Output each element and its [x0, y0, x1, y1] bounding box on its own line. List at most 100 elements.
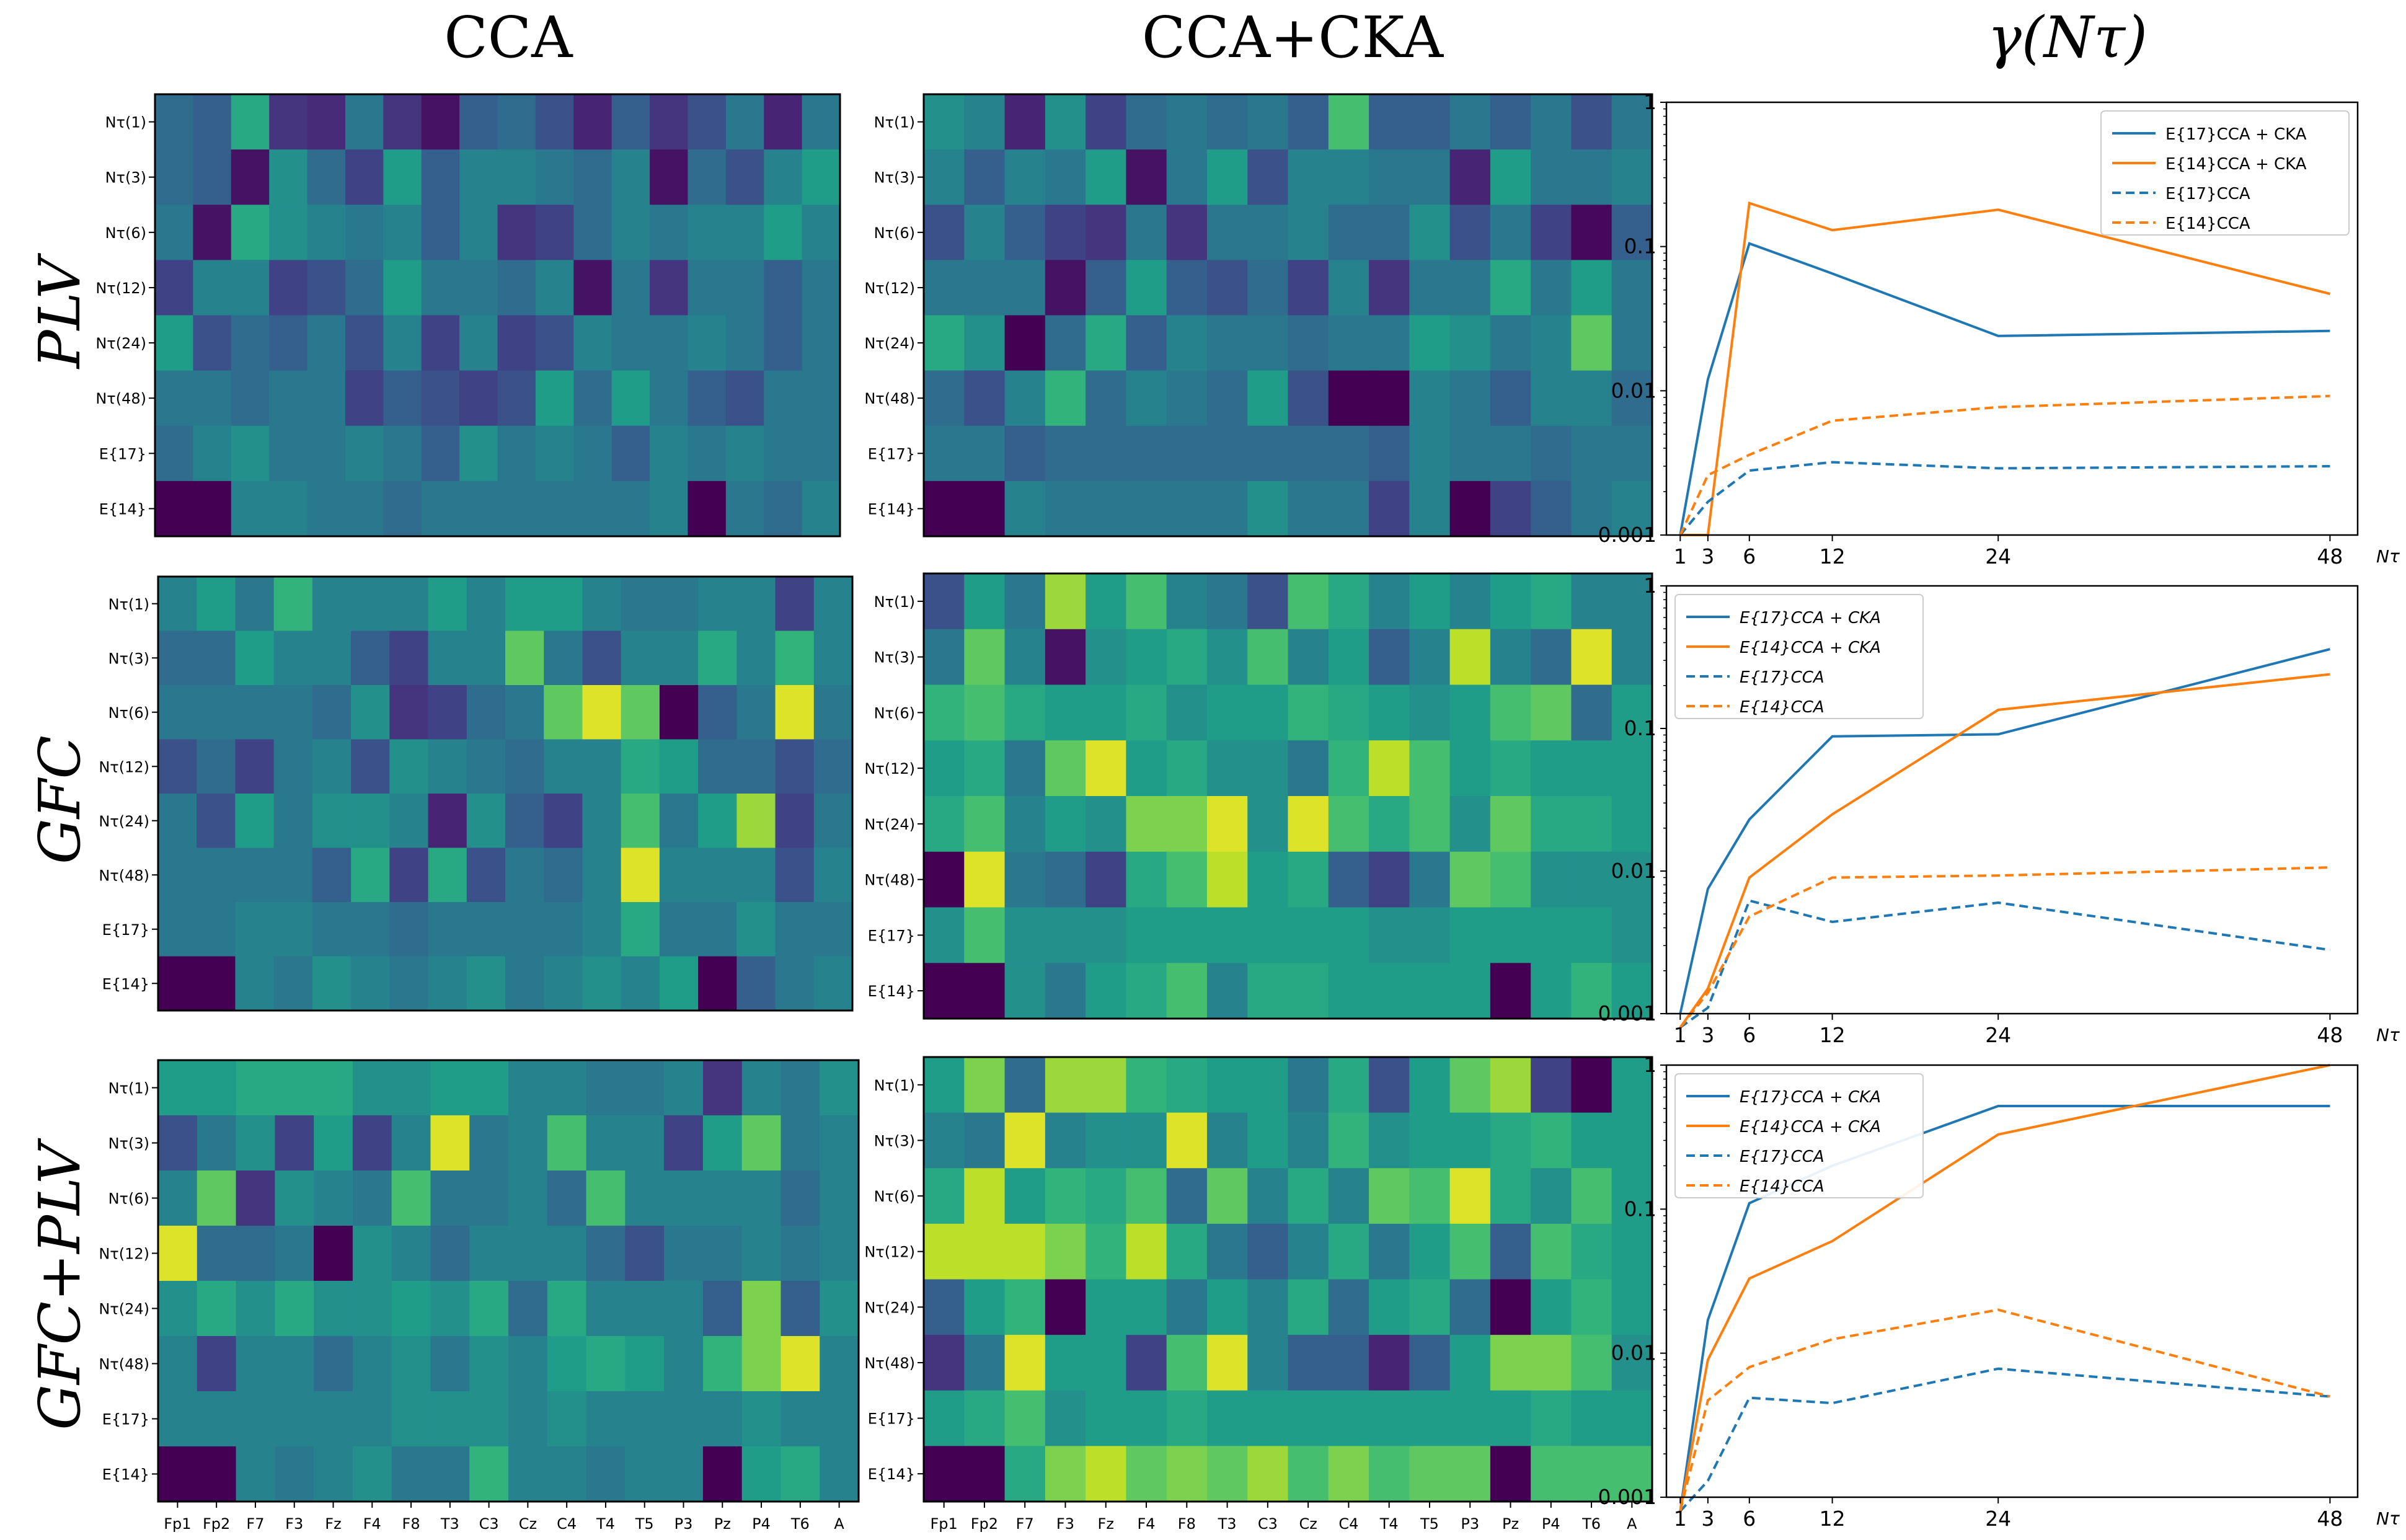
heatmap-cell: [964, 740, 1006, 797]
y-tick-label: 1: [1643, 90, 1656, 114]
heatmap-cell: [1126, 796, 1167, 852]
heatmap-cell: [1449, 425, 1491, 482]
heatmap-cell: [352, 1115, 392, 1171]
series-line-e-17-cca: [1679, 1367, 2330, 1512]
heatmap-cell: [764, 370, 803, 427]
heatmap-cell: [307, 315, 346, 371]
x-tick-label: T5: [635, 1515, 654, 1533]
heatmap-cell: [659, 794, 699, 849]
x-tick-label: P4: [1542, 1515, 1560, 1533]
heatmap-cell: [1086, 1112, 1126, 1169]
heatmap-cell: [1126, 1279, 1167, 1335]
heatmap-cell: [1288, 1335, 1329, 1391]
heatmap-cell: [1328, 684, 1369, 741]
heatmap-cell: [621, 685, 660, 740]
heatmap-cell: [1571, 796, 1612, 852]
heatmap-cell: [535, 370, 574, 427]
heatmap-cell: [698, 956, 737, 1011]
heatmap-cell: [1449, 796, 1491, 852]
heatmap-cell: [1490, 94, 1531, 150]
heatmap-cell: [664, 1115, 704, 1171]
heatmap-cell: [1206, 851, 1248, 908]
heatmap-gfc-cca: Nτ(1) Nτ(3) Nτ(6) Nτ(12) Nτ(24) Nτ(48) E{17} E{…: [99, 575, 854, 1012]
heatmap-cell: [459, 480, 498, 537]
heatmap-cell: [611, 260, 650, 316]
heatmap-cell: [1449, 629, 1491, 686]
heatmap-cell: [351, 577, 390, 632]
heatmap-cell: [1369, 425, 1410, 482]
heatmap-cell: [383, 205, 422, 260]
heatmap-cell: [1571, 149, 1612, 205]
heatmap-cell: [197, 1391, 237, 1447]
heatmap-cell: [1247, 1223, 1289, 1280]
heatmap-cell: [764, 205, 803, 260]
heatmap-cell: [775, 902, 815, 957]
heatmap-cell: [1369, 1279, 1410, 1335]
heatmap-cell: [659, 847, 699, 903]
heatmap-cell: [352, 1446, 392, 1502]
heatmap-cell: [659, 631, 699, 686]
x-tick-label: Pz: [1502, 1515, 1519, 1533]
heatmap-cell: [1369, 1168, 1410, 1224]
heatmap-cell: [1611, 1446, 1653, 1502]
heatmap-cell: [1247, 94, 1289, 150]
heatmap-cell: [1166, 480, 1208, 537]
heatmap-cell: [775, 739, 815, 794]
heatmap-cell: [383, 315, 422, 371]
heatmap-cell: [802, 370, 841, 427]
y-tick-label: E{17}: [102, 921, 149, 939]
heatmap-cell: [197, 1336, 237, 1392]
x-tick-label: T5: [1420, 1515, 1439, 1533]
heatmap-cell: [924, 907, 965, 963]
heatmap-cell: [1126, 907, 1167, 963]
heatmap-cell: [312, 956, 352, 1011]
heatmap-cell: [1288, 94, 1329, 150]
heatmap-cell: [352, 1170, 392, 1226]
heatmap-cell: [820, 1281, 859, 1337]
heatmap-cell: [820, 1336, 859, 1392]
heatmap-cell: [391, 1336, 431, 1392]
heatmap-cell: [1086, 963, 1126, 1019]
y-tick-label: Nτ(3): [874, 169, 915, 187]
heatmap-cell: [964, 851, 1006, 908]
heatmap-cell: [1166, 1112, 1208, 1169]
heatmap-cell: [275, 1446, 314, 1502]
heatmap-cell: [702, 1336, 743, 1392]
heatmap-cell: [273, 847, 313, 903]
heatmap-cell: [1206, 740, 1248, 797]
heatmap-cell: [1206, 260, 1248, 316]
y-tick-label: Nτ(24): [864, 335, 915, 352]
y-tick-label: Nτ(6): [874, 704, 915, 722]
heatmap-cell: [345, 370, 384, 427]
heatmap-cell: [197, 1060, 237, 1116]
heatmap-cell: [1004, 1335, 1046, 1391]
heatmap-cell: [1490, 907, 1531, 963]
heatmap-cell: [1045, 1335, 1086, 1391]
heatmap-cell: [1409, 149, 1451, 205]
heatmap-cell: [688, 425, 727, 482]
heatmap-cell: [736, 794, 776, 849]
heatmap-cell: [1288, 740, 1329, 797]
legend-label: E{17}CCA + CKA: [1740, 609, 1881, 627]
x-tick-label: T4: [596, 1515, 615, 1533]
heatmap-cell: [924, 315, 965, 371]
y-tick-label: E{14}: [102, 1466, 149, 1484]
x-tick-label: Cz: [519, 1515, 537, 1533]
heatmap-cell: [389, 577, 429, 632]
heatmap-cell: [345, 315, 384, 371]
heatmap-cell: [1247, 1390, 1289, 1446]
heatmap-cell: [964, 1223, 1006, 1280]
heatmap-cell: [1409, 740, 1451, 797]
heatmap-cell: [505, 577, 544, 632]
heatmap-cell: [155, 260, 193, 316]
heatmap-cell: [582, 577, 622, 632]
heatmap-cell: [1004, 907, 1046, 963]
x-tick-label: F4: [1137, 1515, 1155, 1533]
heatmap-cell: [1206, 684, 1248, 741]
heatmap-cell: [625, 1391, 665, 1447]
heatmap-cell: [725, 260, 764, 316]
heatmap-cell: [351, 685, 390, 740]
heatmap-cell: [1611, 573, 1653, 630]
heatmap-cell: [193, 260, 232, 316]
